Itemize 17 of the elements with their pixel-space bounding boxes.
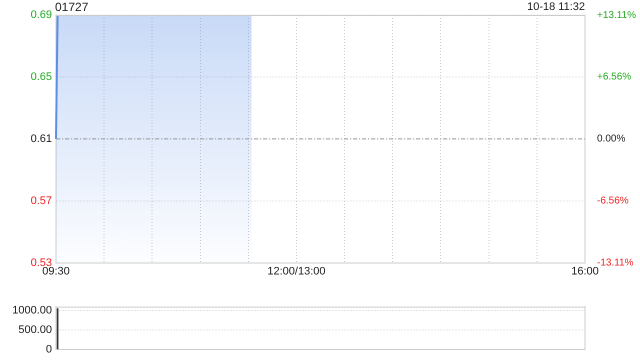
y-tick-label: 0.69 — [30, 9, 52, 22]
y2-tick-label: -13.11% — [597, 258, 634, 269]
y2-tick-label: +6.56% — [597, 72, 632, 83]
x-tick-label: 09:30 — [42, 265, 70, 278]
y-tick-label: 1000.00 — [12, 304, 52, 317]
y-tick-label: 0.61 — [30, 132, 52, 145]
y2-tick-label: -6.56% — [597, 196, 629, 207]
y-tick-label: 500.00 — [18, 324, 52, 336]
y2-tick-label: +13.11% — [597, 10, 636, 21]
x-tick-label: 12:00/13:00 — [267, 265, 326, 278]
y-tick-label: 0 — [46, 343, 52, 356]
chart-subtitle: 10-18 11:32 — [527, 1, 585, 13]
y-tick-label: 0.65 — [30, 70, 52, 83]
chart-title: 01727 — [55, 0, 88, 14]
y2-tick-label: 0.00% — [597, 134, 626, 145]
x-tick-label: 16:00 — [571, 265, 599, 278]
y-tick-label: 0.57 — [30, 194, 52, 207]
